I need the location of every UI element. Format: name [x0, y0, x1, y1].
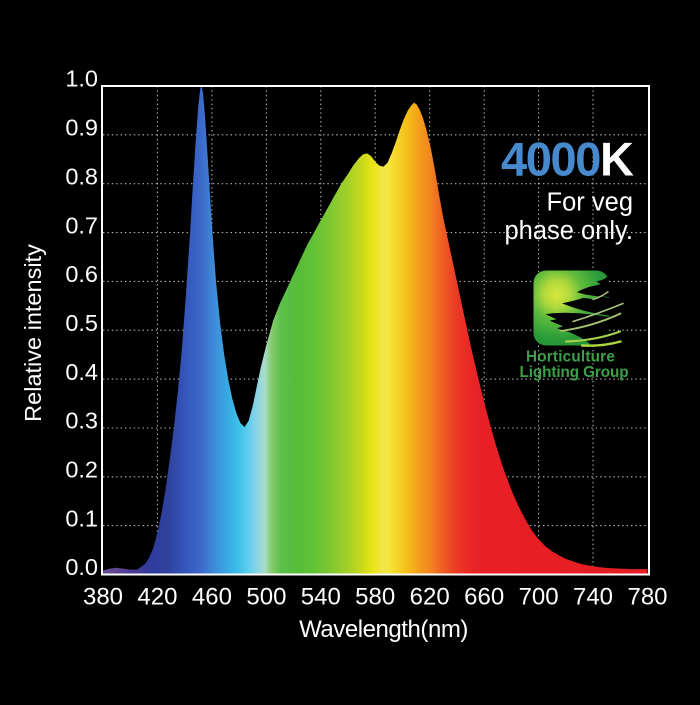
svg-text:500: 500: [246, 584, 286, 611]
svg-text:0.2: 0.2: [65, 457, 98, 483]
svg-text:620: 620: [410, 584, 450, 611]
svg-text:0.0: 0.0: [65, 554, 98, 580]
svg-text:740: 740: [573, 584, 613, 611]
svg-text:phase only.: phase only.: [504, 217, 633, 245]
svg-text:0.1: 0.1: [65, 505, 98, 531]
svg-text:700: 700: [519, 584, 559, 611]
svg-text:1.0: 1.0: [65, 66, 98, 92]
svg-text:Horticulture: Horticulture: [526, 349, 615, 366]
svg-text:0.7: 0.7: [65, 212, 98, 238]
svg-text:780: 780: [627, 584, 667, 611]
svg-text:0.5: 0.5: [65, 310, 98, 336]
svg-text:0.4: 0.4: [65, 359, 98, 385]
svg-text:380: 380: [83, 584, 123, 611]
svg-text:540: 540: [301, 584, 341, 611]
svg-text:For veg: For veg: [547, 189, 633, 217]
svg-text:0.3: 0.3: [65, 408, 98, 434]
svg-text:0.9: 0.9: [65, 115, 98, 141]
svg-text:460: 460: [192, 584, 232, 611]
svg-text:0.6: 0.6: [65, 261, 98, 287]
svg-text:4000K: 4000K: [501, 133, 634, 186]
svg-text:580: 580: [355, 584, 395, 611]
svg-text:Lighting Group: Lighting Group: [519, 364, 628, 381]
svg-text:420: 420: [137, 584, 177, 611]
svg-text:Relative intensity: Relative intensity: [20, 244, 46, 422]
svg-text:Wavelength(nm): Wavelength(nm): [299, 616, 468, 643]
svg-text:0.8: 0.8: [65, 163, 98, 189]
svg-text:660: 660: [464, 584, 504, 611]
